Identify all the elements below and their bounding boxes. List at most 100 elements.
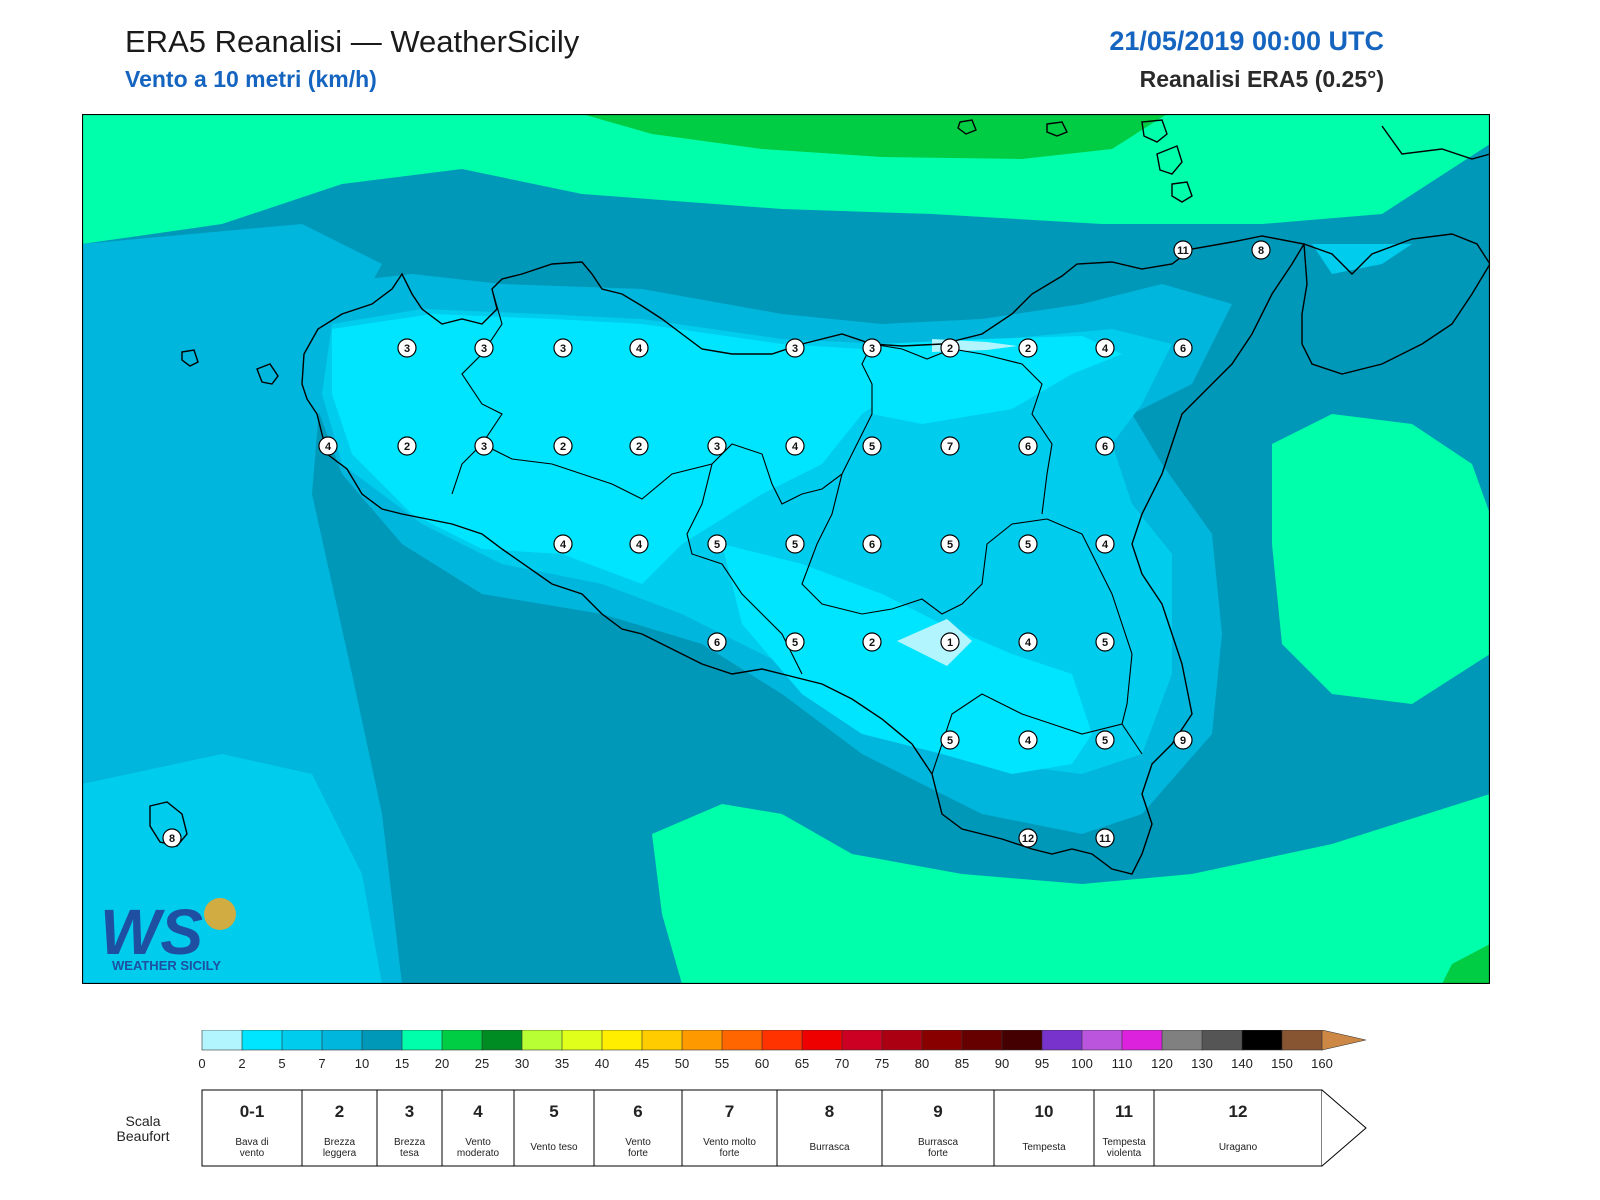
beaufort-desc-line2: forte [928,1148,948,1159]
marker-circle [940,338,960,358]
colorbar-tick: 80 [915,1056,929,1071]
wind-station-marker: 5 [940,730,960,750]
beaufort-cell [681,1089,778,1167]
marker-circle [1018,632,1038,652]
beaufort-desc: Burrasca [809,1142,849,1153]
colorbar-tick: 85 [955,1056,969,1071]
wind-band-5-7 [82,754,382,984]
colorbar-tick: 120 [1151,1056,1173,1071]
beaufort-cell [301,1089,378,1167]
colorbar-tick: 140 [1231,1056,1253,1071]
colorbar-tick: 2 [238,1056,245,1071]
wind-station-marker: 4 [785,436,805,456]
marker-circle [1095,632,1115,652]
colorbar-segment [1241,1030,1283,1051]
marker-circle [1018,828,1038,848]
colorbar-segment [561,1030,603,1051]
colorbar-tick: 20 [435,1056,449,1071]
colorbar-tick: 150 [1271,1056,1293,1071]
beaufort-desc: Uragano [1219,1142,1258,1153]
marker-label: 5 [1025,539,1031,551]
wind-band-2-5 [332,314,922,584]
beaufort-cell [441,1089,515,1167]
marker-label: 4 [636,343,643,355]
marker-label: 2 [636,441,642,453]
wind-station-marker: 4 [629,534,649,554]
wind-station-marker: 11 [1173,240,1193,260]
sicily-coastline [301,235,1306,875]
wind-station-marker: 2 [553,436,573,456]
beaufort-desc: Bava di [235,1137,268,1148]
wind-station-marker: 5 [862,436,882,456]
wind-station-marker: 8 [162,828,182,848]
beaufort-desc-line2: tesa [400,1148,419,1159]
beaufort-desc: Tempesta [1022,1142,1066,1153]
wind-station-marker: 3 [397,338,417,358]
wind-station-marker: 5 [1018,534,1038,554]
beaufort-cell [993,1089,1095,1167]
wind-station-marker: 5 [940,534,960,554]
beaufort-number: 4 [473,1102,483,1121]
data-source: Reanalisi ERA5 (0.25°) [1139,66,1384,92]
beaufort-desc: Brezza [324,1137,356,1148]
marker-label: 4 [560,539,567,551]
colorbar-segment [601,1030,643,1051]
beaufort-number: 11 [1115,1102,1133,1121]
marker-circle [862,534,882,554]
marker-label: 9 [1180,735,1186,747]
wind-station-marker: 7 [940,436,960,456]
marker-circle [1173,240,1193,260]
wind-station-marker: 5 [785,534,805,554]
marker-label: 4 [1102,539,1109,551]
marker-circle [397,436,417,456]
beaufort-desc-line2: forte [628,1148,648,1159]
colorbar-segment [1081,1030,1123,1051]
beaufort-desc: Vento [625,1137,651,1148]
province-borders [451,288,1143,775]
wind-station-marker: 5 [707,534,727,554]
marker-circle [318,436,338,456]
wind-station-marker: 9 [1173,730,1193,750]
wind-station-marker: 3 [862,338,882,358]
marker-label: 3 [869,343,875,355]
wind-band-2-5 [872,336,1122,424]
marker-circle [940,632,960,652]
beaufort-desc: Vento [465,1137,491,1148]
wind-station-marker: 3 [474,436,494,456]
marker-circle [785,436,805,456]
colorbar-tick: 130 [1191,1056,1213,1071]
colorbar-tick: 7 [318,1056,325,1071]
marker-circle [1095,338,1115,358]
marker-layer: 3 3 3 4 3 3 2 2 4 6 4 2 3 2 2 3 4 5 7 6 6 4 4 5 5 6 5 5 4 6 5 2 1 4 5 5 4 5 9 1… [162,240,1271,848]
wind-station-marker: 6 [1095,436,1115,456]
marker-label: 6 [1025,441,1031,453]
wind-band-5-7 [987,509,1102,614]
marker-label: 4 [792,441,799,453]
marker-circle [862,436,882,456]
logo-tagline: WEATHER SICILY [112,958,221,973]
marker-label: 6 [1180,343,1186,355]
beaufort-desc: Vento molto [703,1137,756,1148]
colorbar-tick: 160 [1311,1056,1333,1071]
colorbar-segment [961,1030,1003,1051]
beaufort-number: 5 [549,1102,558,1121]
wind-station-marker: 4 [1095,338,1115,358]
wind-station-marker: 4 [1018,632,1038,652]
marker-label: 1 [947,637,953,649]
colorbar-tick: 35 [555,1056,569,1071]
marker-label: 5 [869,441,875,453]
colorbar-tick: 15 [395,1056,409,1071]
colorbar-segment [481,1030,523,1051]
wind-station-marker: 4 [553,534,573,554]
wind-station-marker: 12 [1018,828,1038,848]
beaufort-cell [1093,1089,1155,1167]
colorbar-segment [201,1030,243,1051]
beaufort-number: 8 [825,1102,834,1121]
marker-label: 5 [714,539,720,551]
island-pantelleria [149,801,188,847]
island-eolie-3 [1141,119,1168,143]
colorbar-tick: 100 [1071,1056,1093,1071]
marker-circle [1095,828,1115,848]
island-egadi [256,363,279,385]
colorbar-tick: 25 [475,1056,489,1071]
